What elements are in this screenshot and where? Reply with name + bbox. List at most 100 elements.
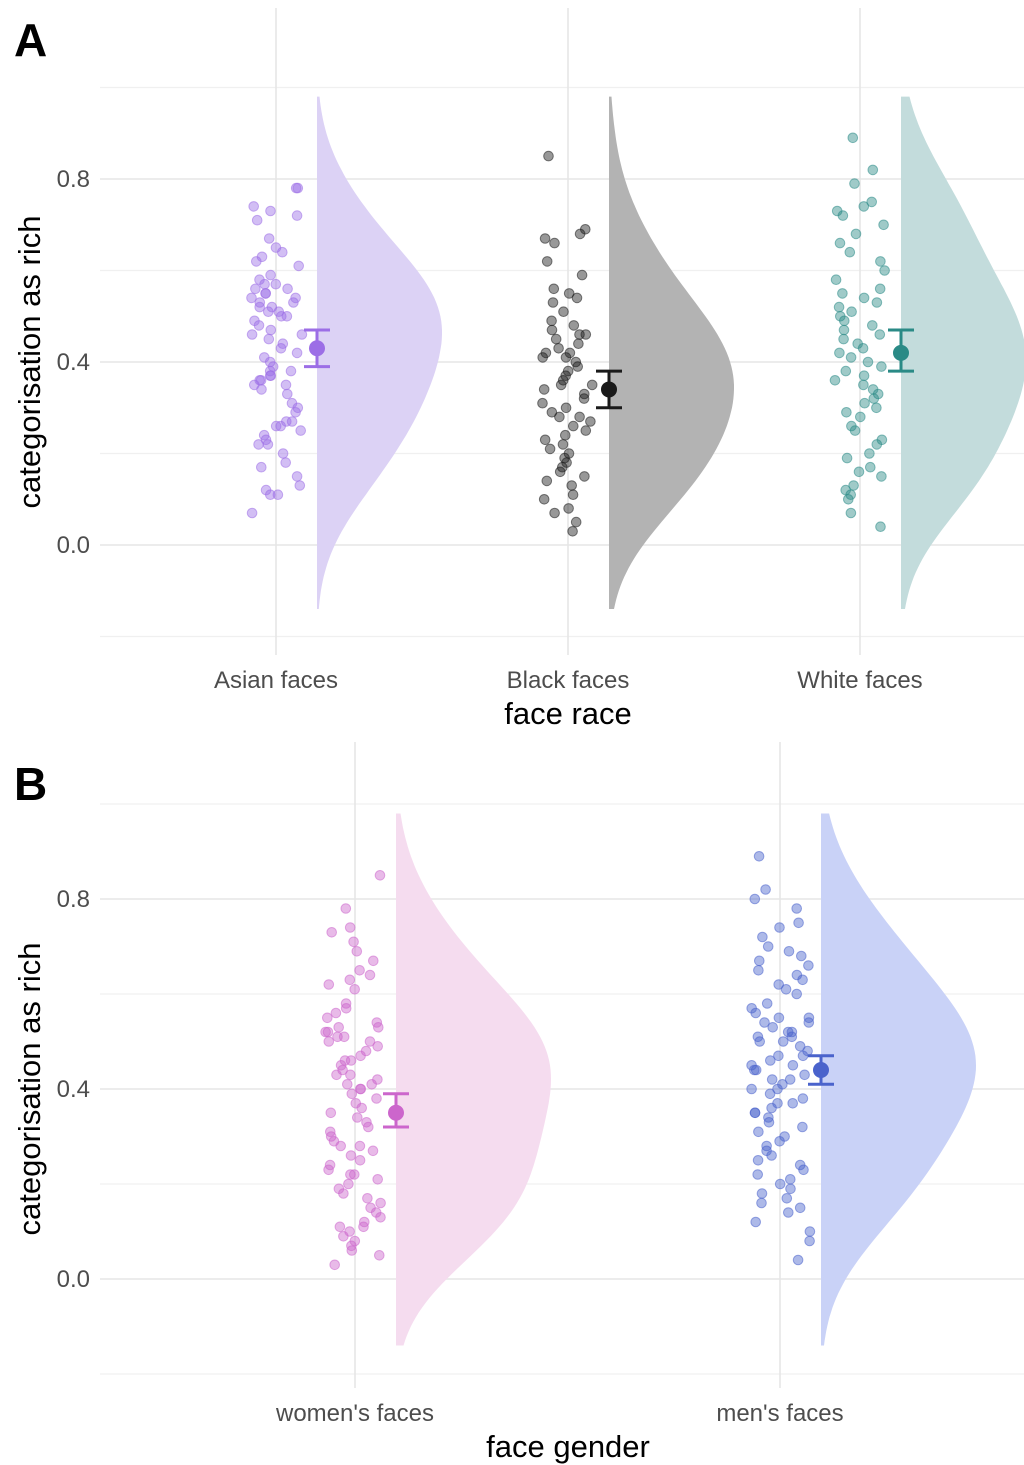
data-point xyxy=(754,955,765,967)
data-point xyxy=(354,965,365,976)
data-point xyxy=(797,1093,809,1104)
data-point xyxy=(277,448,289,459)
data-point xyxy=(555,379,567,391)
data-point xyxy=(323,1036,335,1047)
data-point xyxy=(330,1007,342,1019)
data-point xyxy=(560,429,571,441)
data-point xyxy=(558,306,569,318)
data-point xyxy=(576,269,588,281)
data-point xyxy=(761,998,773,1009)
y-tick-label: 0.0 xyxy=(57,532,90,559)
data-point xyxy=(256,384,267,395)
data-point xyxy=(834,347,845,359)
data-point xyxy=(858,370,870,382)
data-point xyxy=(331,1069,342,1081)
data-point xyxy=(546,315,557,327)
data-point xyxy=(375,1197,386,1209)
data-point xyxy=(282,283,293,295)
data-point xyxy=(803,960,814,971)
data-point xyxy=(345,1150,357,1161)
data-point xyxy=(766,1102,777,1114)
data-point xyxy=(373,1022,384,1033)
data-point xyxy=(829,375,841,386)
data-point xyxy=(764,1088,776,1100)
data-point xyxy=(352,1112,363,1123)
data-point xyxy=(349,984,361,995)
data-point xyxy=(879,265,890,276)
data-point xyxy=(372,1041,384,1052)
data-point xyxy=(798,1164,809,1176)
data-point xyxy=(793,917,804,929)
data-point xyxy=(333,1022,345,1033)
data-point xyxy=(537,352,549,363)
data-point xyxy=(554,411,565,423)
data-point xyxy=(563,288,575,299)
x-tick-label: men's faces xyxy=(716,1400,843,1427)
data-point xyxy=(777,1036,789,1047)
data-point xyxy=(250,283,261,295)
data-point xyxy=(753,851,765,862)
data-point xyxy=(364,1036,376,1047)
data-point xyxy=(780,984,792,995)
data-point xyxy=(849,178,860,189)
data-point xyxy=(246,507,258,519)
data-point xyxy=(296,329,308,340)
x-axis-label: face gender xyxy=(486,1429,650,1464)
data-point xyxy=(546,407,558,418)
data-point xyxy=(759,1017,770,1028)
data-point xyxy=(246,292,257,304)
data-point xyxy=(871,439,883,450)
data-point xyxy=(281,311,293,322)
data-point xyxy=(323,979,335,990)
data-point xyxy=(334,1221,346,1233)
data-point xyxy=(571,292,583,304)
y-axis-label: categorisation as rich xyxy=(12,943,47,1236)
data-point xyxy=(574,228,586,240)
data-point xyxy=(362,1193,373,1204)
data-point xyxy=(752,1169,764,1180)
data-point xyxy=(355,1050,366,1062)
data-point xyxy=(346,1088,358,1100)
data-point xyxy=(568,320,580,331)
data-point xyxy=(270,278,282,290)
data-point xyxy=(573,338,584,350)
data-point xyxy=(574,411,585,423)
data-point xyxy=(845,352,857,363)
data-point xyxy=(866,196,878,208)
data-point xyxy=(804,1235,815,1247)
data-point xyxy=(262,439,274,450)
panel-b: B 0.0 0.4 0.8 women's faces men's faces face g… xyxy=(12,742,1024,1464)
data-point xyxy=(774,922,785,933)
data-point xyxy=(874,283,886,295)
data-point xyxy=(272,489,284,501)
data-point xyxy=(374,870,386,881)
data-point xyxy=(783,946,795,957)
data-point xyxy=(251,214,263,226)
data-point xyxy=(560,402,572,414)
data-point xyxy=(580,425,592,436)
data-point xyxy=(322,1012,333,1024)
y-axis-label: categorisation as rich xyxy=(12,216,47,509)
data-point xyxy=(867,320,878,331)
data-point xyxy=(270,420,282,432)
data-point xyxy=(849,425,861,436)
data-point xyxy=(585,416,596,427)
data-point xyxy=(572,361,584,372)
data-point xyxy=(772,1083,783,1095)
data-point xyxy=(791,903,803,914)
data-point xyxy=(263,233,275,244)
data-point xyxy=(804,1226,816,1237)
data-point xyxy=(785,1183,796,1195)
data-point xyxy=(253,439,264,450)
data-point xyxy=(372,1174,384,1185)
x-axis-label: face race xyxy=(504,696,632,731)
data-point xyxy=(754,1036,766,1047)
data-point xyxy=(796,950,807,962)
data-point xyxy=(830,274,842,286)
data-point xyxy=(762,941,774,952)
data-point xyxy=(833,301,845,313)
panel-letter: A xyxy=(14,14,47,66)
data-point xyxy=(799,1069,810,1081)
data-point xyxy=(845,507,857,519)
mean-point xyxy=(601,381,617,398)
